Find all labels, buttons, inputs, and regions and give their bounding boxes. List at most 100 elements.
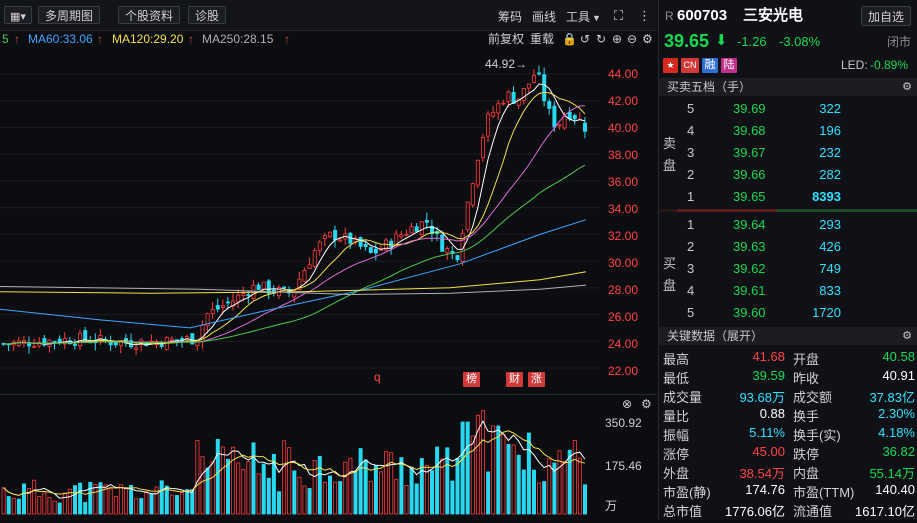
zoom-in-icon[interactable]: ⊕: [612, 32, 623, 46]
buy-row[interactable]: 5 39.60 1720: [659, 303, 917, 325]
buy-ratio-bar: [777, 209, 917, 212]
moving-average-line: [3, 83, 586, 346]
add-watchlist-button[interactable]: 加自选: [861, 6, 911, 26]
undo-icon[interactable]: ↺: [580, 32, 591, 46]
candle-body: [557, 124, 562, 127]
key-data-label: 市盈(静): [663, 485, 711, 500]
volume-bar: [292, 470, 297, 515]
volume-bar: [348, 457, 353, 515]
settings-gear-icon[interactable]: ⚙: [642, 32, 653, 46]
ma60-value: MA60:33.06: [28, 32, 93, 46]
multi-period-button[interactable]: 多周期图: [38, 6, 101, 24]
order-book-settings-icon[interactable]: ⚙: [902, 81, 912, 93]
stock-info-button[interactable]: 个股资料: [118, 6, 181, 24]
candle-body: [389, 240, 394, 248]
diagnose-button[interactable]: 诊股: [188, 6, 227, 24]
candle-body: [236, 294, 241, 303]
grid-view-button[interactable]: ▦▾: [4, 6, 32, 24]
volume-bar: [11, 497, 16, 515]
volume-bar: [532, 469, 537, 515]
chips-button[interactable]: 筹码: [498, 10, 523, 24]
fullscreen-icon[interactable]: ⛶: [614, 8, 624, 23]
sell-row[interactable]: 3 39.67 232: [659, 143, 917, 165]
volume-bar: [450, 480, 455, 515]
buy-row[interactable]: 1 39.64 293: [659, 215, 917, 237]
sell-row[interactable]: 5 39.69 322: [659, 99, 917, 121]
volume-settings-icon[interactable]: ⚙: [641, 397, 652, 411]
sell-row[interactable]: 2 39.66 282: [659, 165, 917, 187]
volume-bar: [205, 467, 210, 515]
volume-bar: [220, 446, 225, 515]
current-price: 39.65: [664, 31, 710, 51]
volume-bar: [333, 481, 338, 515]
volume-bar: [118, 484, 123, 515]
key-data-settings-icon[interactable]: ⚙: [902, 330, 912, 342]
zoom-out-icon[interactable]: ⊖: [627, 32, 638, 46]
volume-bar: [27, 488, 32, 515]
buy-price: 39.63: [733, 239, 766, 254]
sell-row[interactable]: 4 39.68 196: [659, 121, 917, 143]
sell-volume: 322: [819, 101, 841, 116]
event-marker-q[interactable]: q: [374, 370, 381, 384]
key-data-header[interactable]: 关键数据（展开） ⚙: [659, 327, 917, 345]
sell-level: 2: [687, 167, 695, 182]
volume-bar: [83, 502, 88, 515]
moving-average-line: [3, 105, 585, 345]
key-data-label: 跌停: [793, 447, 820, 462]
volume-bar: [429, 470, 434, 515]
order-book-header: 买卖五档（手） ⚙: [659, 78, 917, 96]
sector-change: -0.89%: [870, 58, 909, 72]
more-icon[interactable]: ⋮: [638, 8, 651, 23]
lock-icon[interactable]: 🔒: [562, 32, 577, 46]
ma20-fragment: 5: [2, 32, 9, 46]
buy-row[interactable]: 4 39.61 833: [659, 281, 917, 303]
adjust-button[interactable]: 前复权: [488, 32, 525, 46]
candle-body: [491, 111, 496, 117]
chevron-down-icon: ▼: [592, 13, 601, 23]
moving-average-line: [0, 284, 587, 296]
price-tick: 40.00: [608, 121, 639, 135]
buy-row[interactable]: 2 39.63 426: [659, 237, 917, 259]
volume-ma-line: [3, 420, 586, 499]
event-marker-cai[interactable]: 财: [506, 372, 523, 387]
volume-bar: [562, 461, 567, 515]
event-marker-zhang[interactable]: 涨: [528, 372, 545, 387]
buy-price: 39.64: [733, 217, 766, 232]
volume-bar: [409, 466, 414, 515]
redo-icon[interactable]: ↻: [596, 32, 607, 46]
key-data-value: 40.58: [882, 349, 915, 364]
key-data-value: 37.83亿: [869, 390, 915, 405]
buy-row[interactable]: 3 39.62 749: [659, 259, 917, 281]
sell-volume: 282: [819, 167, 841, 182]
volume-bar: [583, 484, 588, 515]
overlay-button[interactable]: 重载: [530, 32, 555, 46]
event-marker-bang[interactable]: 榜: [463, 372, 480, 387]
candlestick-chart[interactable]: [0, 48, 657, 393]
sector-label[interactable]: LED:: [841, 58, 868, 72]
price-change-pct: -3.08%: [779, 34, 821, 49]
moving-average-line: [0, 271, 587, 294]
volume-bar: [577, 457, 582, 515]
order-book-title: 买卖五档（手）: [667, 80, 752, 94]
volume-bar: [1, 487, 6, 515]
buy-level: 2: [687, 239, 695, 254]
volume-bar: [475, 414, 480, 515]
key-data-value: 0.88: [759, 406, 785, 421]
tools-menu[interactable]: 工具 ▼: [566, 8, 601, 25]
price-tick: 28.00: [608, 283, 639, 297]
volume-bar: [511, 444, 516, 515]
volume-bar: [389, 452, 394, 515]
candle-body: [317, 241, 322, 252]
draw-line-button[interactable]: 画线: [532, 10, 557, 24]
volume-chart[interactable]: [0, 396, 657, 520]
moving-average-line: [3, 91, 586, 345]
key-data-label: 内盘: [793, 466, 820, 481]
price-tick: 44.00: [608, 67, 639, 81]
candle-body: [572, 115, 577, 120]
sell-row[interactable]: 1 39.65 8393: [659, 187, 917, 209]
volume-bar: [557, 450, 562, 515]
volume-bar: [113, 496, 118, 515]
close-volume-icon[interactable]: ⊗: [622, 397, 633, 411]
key-data-value: 39.59: [752, 368, 785, 383]
volume-bar: [174, 495, 179, 515]
